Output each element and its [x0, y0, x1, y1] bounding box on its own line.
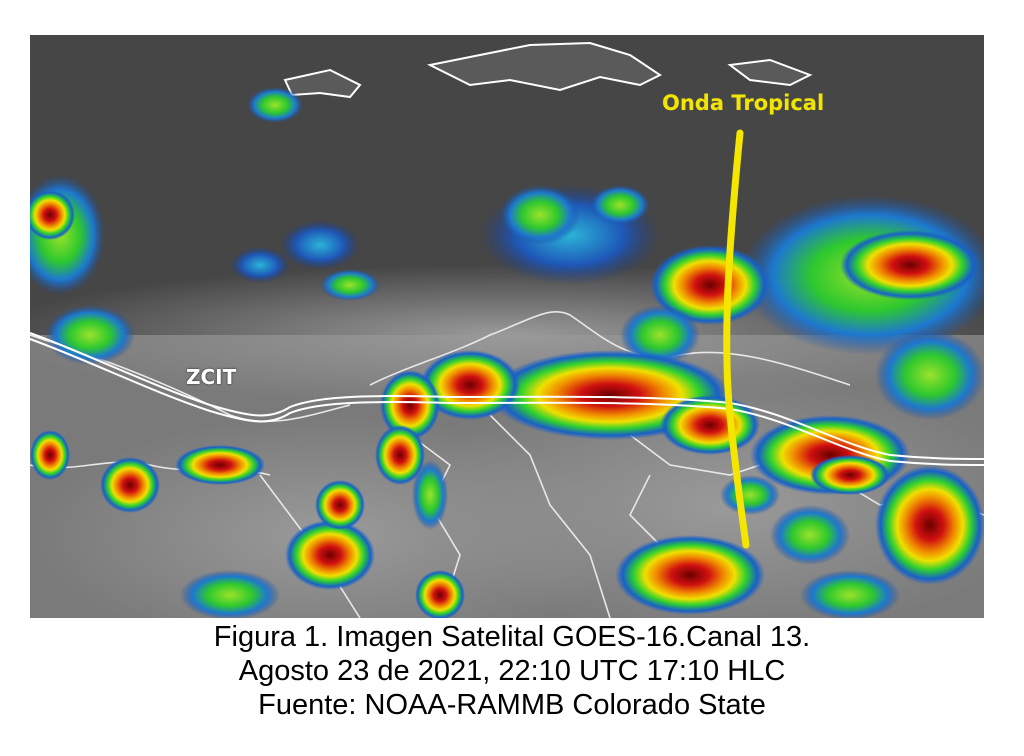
itcz-label: ZCIT: [186, 365, 237, 389]
satellite-map: [30, 35, 984, 618]
satellite-image: Onda Tropical ZCIT: [30, 35, 984, 618]
tropical-wave-line: [723, 129, 750, 549]
tropical-wave-label: Onda Tropical: [662, 91, 825, 115]
itcz-line: [30, 332, 984, 466]
caption-line-1: Figura 1. Imagen Satelital GOES-16.Canal…: [213, 621, 811, 653]
caption-line-2: Agosto 23 de 2021, 22:10 UTC 17:10 HLC: [238, 655, 786, 687]
figure-caption: Figura 1. Imagen Satelital GOES-16.Canal…: [0, 620, 1024, 722]
caption-line-3: Fuente: NOAA-RAMMB Colorado State: [258, 689, 766, 721]
